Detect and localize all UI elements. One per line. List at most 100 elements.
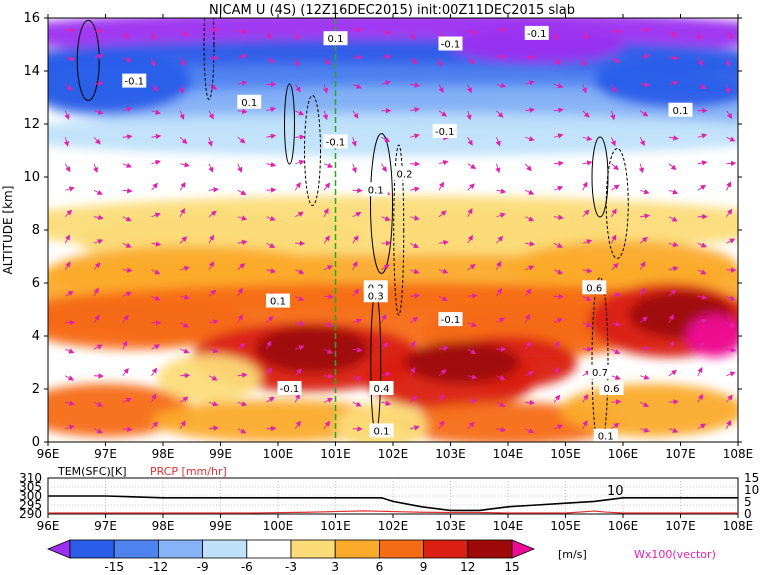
x-tick-label: 101E: [320, 447, 351, 461]
wind-vector: [295, 269, 305, 275]
chart-title: NICAM U (4S) (12Z16DEC2015) init:00Z11DE…: [209, 3, 575, 18]
wind-vector: [525, 428, 535, 434]
wind-vector: [496, 426, 507, 433]
wind-vector: [352, 27, 363, 33]
wind-vector: [553, 293, 564, 300]
wind-vector: [438, 110, 447, 117]
wind-vector: [122, 188, 133, 194]
contour-label: 0.1: [369, 423, 394, 438]
wind-vector: [381, 313, 387, 323]
wind-vector: [381, 342, 389, 350]
wind-vector: [208, 234, 215, 244]
wind-vector: [179, 136, 188, 145]
wind-vector: [381, 80, 391, 86]
wind-vector: [668, 241, 679, 248]
wind-vector: [409, 367, 416, 376]
wind-vector: [180, 162, 190, 168]
wind-vector: [525, 216, 535, 222]
wind-vector: [668, 369, 677, 377]
colorbar-tick-label: -9: [197, 560, 209, 574]
x-tick-label: 104E: [493, 447, 524, 461]
svg-text:0.1: 0.1: [598, 432, 614, 443]
x-tick-label: 96E: [37, 447, 60, 461]
surface-x-tick-label: 102E: [378, 519, 409, 533]
wind-vector: [640, 189, 650, 195]
x-tick-label: 107E: [665, 447, 696, 461]
wind-vector: [237, 108, 248, 114]
wind-vector: [237, 163, 243, 173]
wind-vector: [323, 373, 334, 379]
wind-vector: [582, 295, 592, 301]
wind-vector: [381, 54, 392, 60]
colorbar-swatch: [69, 539, 115, 559]
wind-vector: [64, 110, 70, 120]
wind-vector: [323, 207, 329, 217]
wind-vector: [525, 399, 536, 406]
colorbar-tick-label: -3: [285, 560, 297, 574]
colorbar-swatch: [423, 539, 469, 559]
colorbar-swatch: [202, 539, 248, 559]
surface-x-tick-label: 104E: [493, 519, 524, 533]
wind-vector: [611, 422, 620, 430]
wind-vector: [208, 319, 219, 325]
svg-text:-0.1: -0.1: [441, 40, 461, 51]
wind-vector: [208, 375, 218, 381]
wind-vector: [525, 136, 535, 142]
wind-vector: [237, 314, 243, 323]
x-tick-label: 97E: [94, 447, 117, 461]
wind-vector: [726, 419, 732, 429]
wind-vector: [64, 209, 73, 218]
wind-vector: [495, 137, 501, 147]
wind-vector: [266, 268, 277, 274]
wind-vector: [93, 401, 104, 407]
surface-right-tick-label: 15: [744, 471, 759, 485]
wind-vector: [266, 31, 272, 40]
wind-vector: [553, 424, 564, 430]
wind-vector: [65, 424, 75, 430]
wind-vector: [639, 261, 646, 270]
wind-vector: [467, 57, 476, 65]
wind-vector: [639, 287, 646, 297]
contour-label: 0.2: [392, 166, 417, 181]
wind-vector: [295, 159, 305, 166]
wind-vector: [93, 287, 99, 297]
wind-vector: [122, 106, 133, 112]
wind-vector: [438, 181, 444, 191]
colorbar-tick-label: 12: [460, 560, 475, 574]
wind-vector: [237, 263, 246, 271]
wind-vector: [410, 82, 421, 88]
y-tick-label: 6: [32, 276, 40, 291]
wind-vector: [553, 83, 564, 89]
wind-vector: [323, 322, 333, 328]
wind-vector: [151, 109, 161, 115]
wind-vector: [323, 397, 333, 403]
wind-vector: [553, 186, 564, 191]
svg-text:0.3: 0.3: [368, 291, 384, 302]
wind-vector: [237, 136, 246, 144]
wind-vector: [668, 163, 677, 171]
wind-vector: [208, 347, 219, 354]
wind-vector: [150, 57, 156, 68]
wind-vector: [93, 344, 103, 350]
wind-vector: [611, 348, 621, 354]
wind-vector: [638, 163, 645, 174]
wind-vector: [668, 216, 678, 222]
wind-vector: [668, 289, 677, 297]
wind-vector: [438, 239, 449, 246]
wind-vector: [294, 393, 300, 403]
wind-vector: [467, 183, 475, 191]
wind-vector: [266, 215, 276, 221]
wind-vector: [151, 367, 158, 377]
wind-vector: [266, 340, 272, 350]
svg-text:0.6: 0.6: [586, 283, 602, 294]
contour-label: -0.1: [438, 36, 463, 51]
wind-vector: [180, 30, 189, 37]
wind-vector: [668, 399, 679, 405]
wind-vector: [553, 341, 560, 350]
wind-vector: [208, 210, 217, 218]
wind-vector: [611, 208, 617, 217]
wind-vector: [409, 31, 415, 41]
wind-vector: [295, 211, 304, 218]
wind-vector: [466, 110, 472, 121]
wind-vector: [697, 83, 707, 90]
